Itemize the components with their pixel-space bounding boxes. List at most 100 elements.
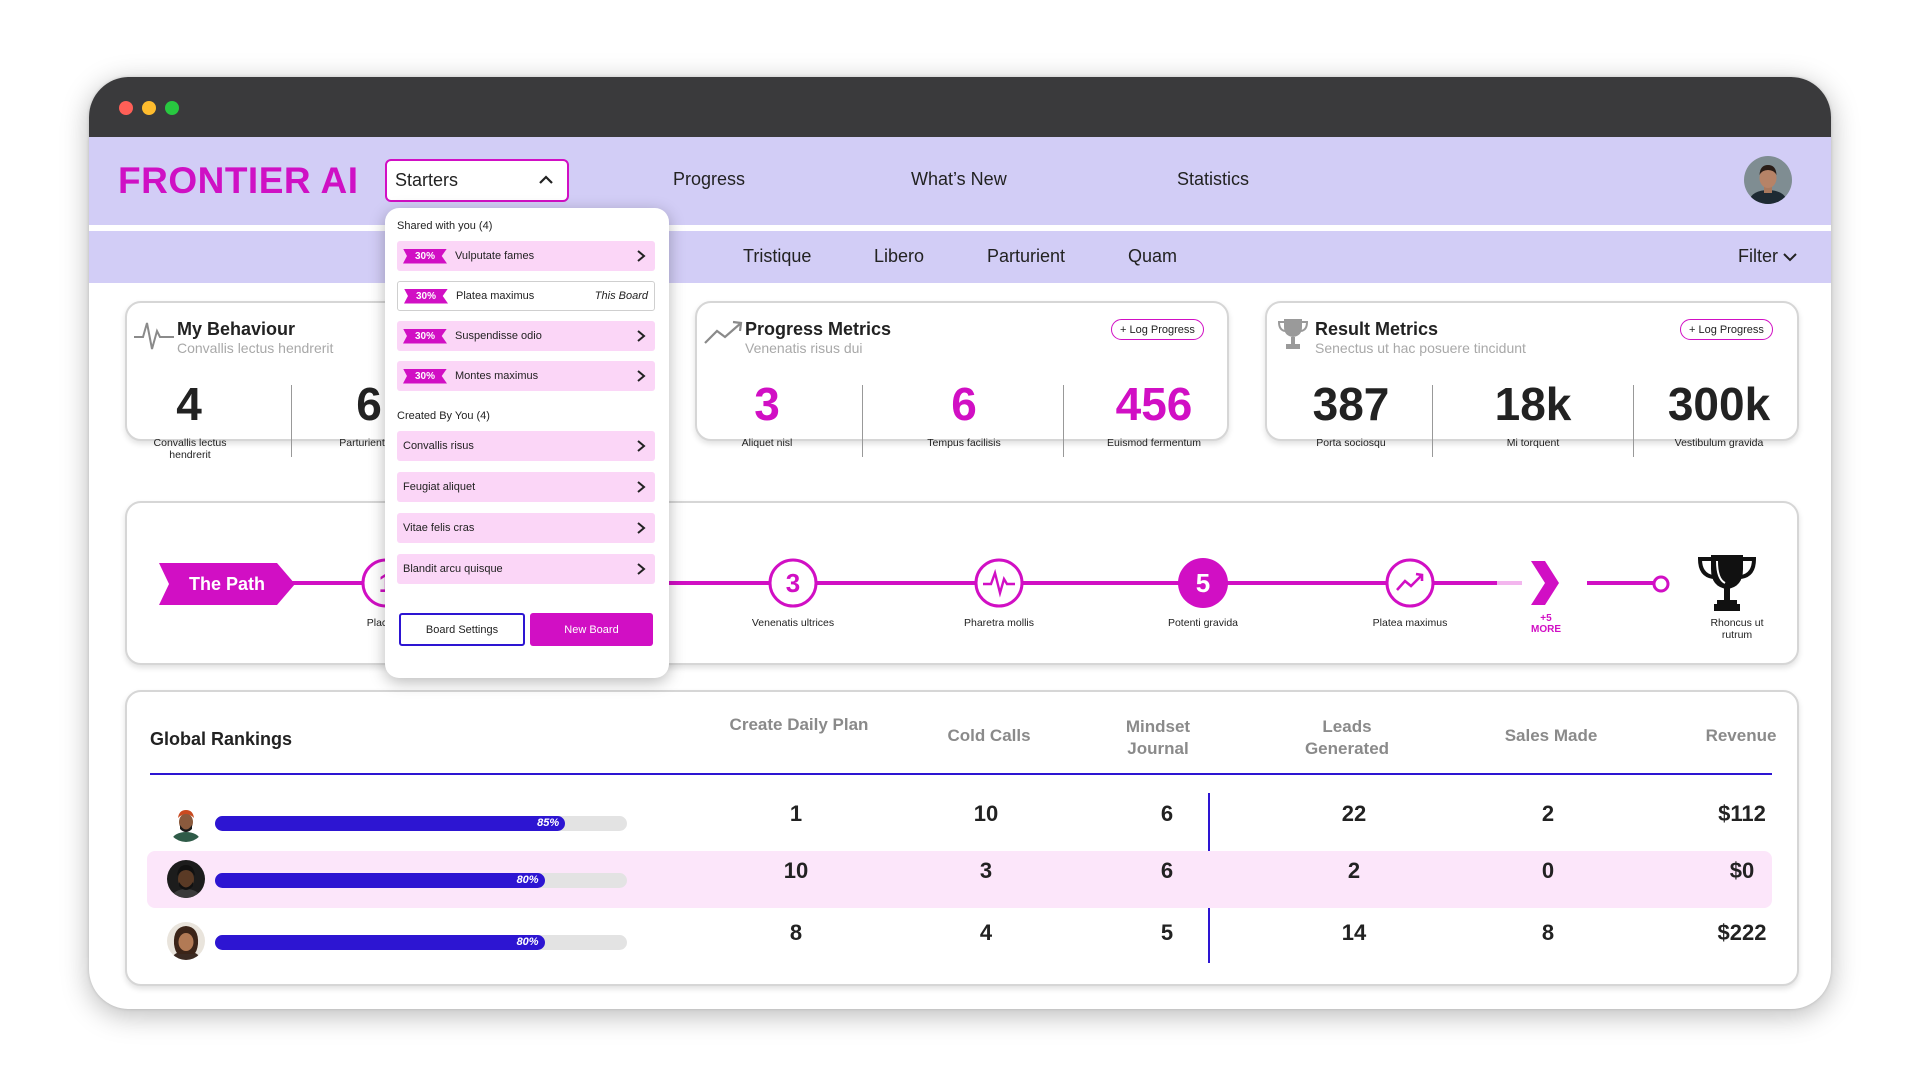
subnav-quam[interactable]: Quam (1128, 246, 1178, 266)
trophy-icon (1697, 555, 1757, 611)
result-metric-value: 18k (1494, 378, 1572, 430)
log-progress-button[interactable]: + Log Progress (1680, 319, 1773, 340)
result-metrics-title: Result Metrics (1315, 319, 1439, 339)
nav-whats-new[interactable]: What’s New (911, 169, 1007, 189)
divider (1063, 385, 1064, 457)
dropdown-item[interactable]: 30% Suspendisse odio (397, 321, 655, 351)
trophy-icon (1277, 319, 1309, 349)
sub-navbar: Tristique Libero Parturient Quam Filter (89, 231, 1831, 283)
progress-badge: 30% (403, 328, 447, 344)
chevron-right-icon (637, 563, 646, 575)
dropdown-item[interactable]: Blandit arcu quisque (397, 554, 655, 584)
table-cell: 10 (783, 858, 809, 883)
dropdown-item[interactable]: Convallis risus (397, 431, 655, 461)
progress-metric-label: Tempus facilisis (927, 437, 1001, 449)
subnav-libero[interactable]: Libero (874, 246, 925, 266)
subnav-parturient[interactable]: Parturient (987, 246, 1066, 266)
board-dropdown-menu: Shared with you (4) 30% Vulputate fames … (385, 208, 669, 678)
dropdown-item[interactable]: 30% Vulputate fames (397, 241, 655, 271)
maximize-window-button[interactable] (165, 101, 179, 115)
progress-badge: 30% (403, 368, 447, 384)
table-cell: 6 (1160, 801, 1174, 826)
dropdown-item[interactable]: Vitae felis cras (397, 513, 655, 543)
col-cold-calls[interactable]: Cold Calls (947, 726, 1031, 745)
divider (291, 385, 292, 457)
trend-up-icon (704, 320, 743, 344)
progress-bar: 85% (215, 816, 627, 831)
progress-metric-label: Aliquet nisl (741, 437, 793, 449)
path-step-heartbeat[interactable] (973, 557, 1025, 609)
progress-metrics-title: Progress Metrics (745, 319, 892, 339)
col-revenue[interactable]: Revenue (1705, 726, 1777, 745)
rankings-card: Global Rankings Create Daily Plan Cold C… (125, 690, 1799, 986)
table-cell: 2 (1541, 801, 1555, 826)
heartbeat-icon (134, 322, 174, 350)
board-select-value: Starters (395, 170, 459, 190)
progress-bar: 80% (215, 935, 627, 950)
table-cell: 10 (973, 801, 999, 826)
table-cell: 3 (979, 858, 993, 883)
path-step-trend[interactable] (1384, 557, 1436, 609)
progress-label: 85% (537, 817, 560, 829)
behaviour-subtitle: Convallis lectus hendrerit (177, 340, 334, 356)
path-step-3[interactable]: 3 (767, 557, 819, 609)
progress-fill: 80% (215, 873, 545, 888)
dropdown-item-label: Vulputate fames (455, 250, 535, 262)
log-progress-button[interactable]: + Log Progress (1111, 319, 1204, 340)
board-settings-button[interactable]: Board Settings (399, 613, 525, 646)
more-steps-icon[interactable] (1527, 559, 1563, 607)
avatar[interactable] (167, 804, 205, 842)
progress-bar: 80% (215, 873, 627, 888)
shared-section-header: Shared with you (4) (397, 220, 493, 232)
close-window-button[interactable] (119, 101, 133, 115)
dropdown-item[interactable]: 30% Montes maximus (397, 361, 655, 391)
dropdown-item-selected[interactable]: 30% Platea maximus This Board (397, 281, 655, 311)
progress-metric-value: 3 (754, 378, 780, 430)
nav-progress[interactable]: Progress (673, 169, 746, 189)
trend-up-icon (1396, 574, 1423, 591)
path-step-label: Venenatis ultrices (751, 617, 835, 629)
dropdown-item[interactable]: Feugiat aliquet (397, 472, 655, 502)
progress-metric-label: Euismod fermentum (1107, 437, 1201, 449)
divider (862, 385, 863, 457)
dropdown-item-label: Convallis risus (403, 440, 474, 452)
step-number: 5 (1196, 568, 1210, 598)
behaviour-title: My Behaviour (177, 319, 296, 339)
table-cell: 5 (1160, 920, 1174, 945)
table-cell: 4 (979, 920, 993, 945)
progress-metrics-card: Progress Metrics Venenatis risus dui + L… (695, 301, 1229, 457)
col-create-daily-plan[interactable]: Create Daily Plan (729, 715, 869, 734)
col-leads-generated[interactable]: Leads Generated (1304, 717, 1390, 758)
col-mindset-journal[interactable]: Mindset Journal (1125, 717, 1191, 758)
dropdown-item-label: Platea maximus (456, 290, 535, 302)
new-board-button[interactable]: New Board (530, 613, 653, 646)
subnav-tristique[interactable]: Tristique (743, 246, 812, 266)
path-step-5[interactable]: 5 (1177, 557, 1229, 609)
chevron-right-icon (637, 330, 646, 342)
behaviour-metric-label: Parturient ac (339, 437, 399, 449)
avatar[interactable] (167, 860, 205, 898)
chevron-right-icon (637, 250, 646, 262)
filter-button[interactable]: Filter (1738, 246, 1798, 267)
brand-logo[interactable]: FRONTIER AI (118, 160, 359, 201)
path-goal-label: Rhoncus ut rutrum (1710, 617, 1764, 641)
path-step-label: Potenti gravida (1167, 617, 1239, 629)
result-metric-label: Mi torquent (1506, 437, 1560, 449)
progress-label: 80% (516, 874, 539, 886)
more-steps-label[interactable]: +5 MORE (1521, 613, 1571, 635)
behaviour-metric-value: 4 (176, 378, 202, 430)
col-sales-made[interactable]: Sales Made (1504, 726, 1598, 745)
board-select[interactable]: Starters (385, 159, 569, 202)
progress-badge: 30% (404, 288, 448, 304)
heartbeat-icon (983, 568, 1015, 598)
minimize-window-button[interactable] (142, 101, 156, 115)
chevron-down-icon (1783, 252, 1797, 261)
chevron-right-icon (637, 440, 646, 452)
nav-statistics[interactable]: Statistics (1177, 169, 1250, 189)
table-cell: 22 (1341, 801, 1367, 826)
result-metric-value: 300k (1667, 378, 1771, 430)
table-cell: $112 (1718, 801, 1766, 826)
avatar[interactable] (167, 922, 205, 960)
result-metric-label: Porta sociosqu (1316, 437, 1386, 449)
user-avatar[interactable] (1744, 156, 1792, 204)
